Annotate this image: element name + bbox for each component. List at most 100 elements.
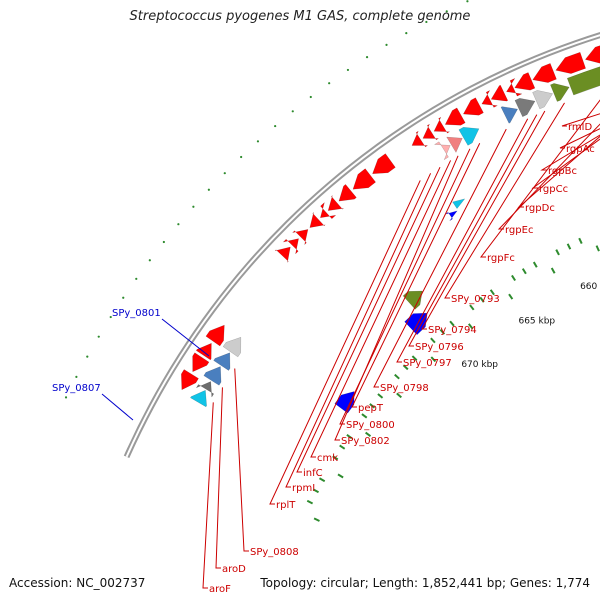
- leader-line: [421, 110, 546, 330]
- leader-line: [269, 180, 421, 505]
- gene-blue-0801: [445, 210, 458, 222]
- cds-red-10: [514, 72, 536, 91]
- accession-text: Accession: NC_002737: [9, 576, 146, 590]
- tick-mark: [555, 249, 560, 256]
- tick-mark: [439, 328, 446, 335]
- gene-label: rgpDc: [525, 203, 555, 214]
- gc-dot: [425, 20, 428, 24]
- tick-mark: [319, 477, 326, 483]
- gene-label: SPy_0800: [346, 420, 395, 431]
- cds-red-17: [422, 123, 440, 141]
- leader-line: [540, 134, 600, 171]
- cds-red-28: [205, 324, 225, 347]
- leader-line-blue: [161, 318, 210, 357]
- gc-dot: [385, 43, 388, 46]
- leader-line: [479, 99, 600, 258]
- leader-line: [285, 173, 432, 488]
- leader-line: [408, 114, 538, 347]
- cds-red-14: [462, 97, 484, 116]
- gc-dot: [328, 82, 331, 85]
- tick-mark: [312, 488, 320, 494]
- tick-mark: [511, 274, 516, 282]
- cds-red-18: [411, 130, 429, 148]
- kbp-tick-label: 660 kbp: [580, 282, 600, 292]
- feature-18: [195, 381, 215, 398]
- leader-line: [396, 118, 529, 363]
- gene-label: SPy_0802: [341, 436, 390, 447]
- gene-label: cmk: [317, 453, 338, 464]
- gc-dot: [207, 188, 210, 191]
- tick-mark: [339, 444, 346, 450]
- gene-label: rgpAc: [566, 144, 595, 155]
- gc-dot: [135, 277, 138, 280]
- tick-mark: [430, 356, 437, 363]
- gc-dot: [148, 259, 151, 262]
- cds-red-26: [282, 238, 299, 255]
- leader-line: [334, 155, 459, 441]
- gene-label: rpmI: [292, 483, 315, 494]
- gene-label: aroF: [209, 584, 231, 595]
- cds-red-23: [320, 201, 337, 220]
- tick-mark: [411, 355, 418, 361]
- feature-19: [190, 389, 207, 408]
- tick-mark: [550, 267, 556, 274]
- tick-mark: [469, 304, 475, 311]
- cds-red-21: [338, 184, 357, 202]
- tick-mark: [365, 431, 372, 437]
- gc-dot: [365, 56, 369, 59]
- feature-14: [433, 141, 451, 161]
- cds-red-9: [532, 63, 557, 83]
- tick-mark: [532, 261, 538, 268]
- gc-dot: [75, 375, 78, 378]
- cds-red-19: [372, 153, 396, 175]
- feature-7: [566, 66, 600, 96]
- feature-11: [500, 106, 518, 124]
- gene-label: rgpBc: [548, 166, 577, 177]
- gene-label: SPy_0794: [428, 325, 477, 336]
- feature-17: [203, 366, 222, 386]
- tick-mark: [430, 337, 436, 344]
- gene-olive-0807a: [402, 290, 423, 310]
- cds-red-15: [444, 107, 466, 126]
- cds-red-8: [555, 51, 586, 74]
- gc-dot: [162, 240, 165, 244]
- genome-summary-text: Topology: circular; Length: 1,852,441 bp…: [260, 576, 590, 590]
- leader-line: [215, 387, 223, 569]
- tick-mark: [313, 517, 320, 522]
- cds-red-16: [433, 116, 451, 134]
- tick-mark: [578, 237, 583, 245]
- tick-mark: [479, 296, 485, 303]
- gene-label-blue: SPy_0801: [112, 308, 161, 319]
- gc-dot: [122, 296, 125, 299]
- tick-mark: [394, 373, 400, 380]
- tick-mark: [508, 293, 514, 300]
- tick-mark: [489, 289, 495, 296]
- gene-label: aroD: [222, 564, 246, 575]
- feature-8: [550, 83, 570, 102]
- gc-dot: [240, 155, 243, 159]
- gc-dot: [405, 32, 408, 35]
- feature-12: [458, 126, 480, 146]
- gene-label: rgpFc: [487, 253, 515, 264]
- cds-red-25: [291, 229, 309, 246]
- gene-label: SPy_0797: [403, 358, 452, 369]
- kbp-tick-label: 665 kbp: [518, 317, 555, 327]
- gc-dot: [291, 110, 294, 113]
- leader-line: [444, 102, 565, 299]
- gc-dot: [274, 124, 277, 128]
- tick-mark: [306, 499, 314, 505]
- tick-mark: [346, 434, 353, 440]
- gene-label: infC: [303, 468, 323, 479]
- leader-line-blue: [101, 393, 134, 421]
- tick-mark: [467, 323, 474, 330]
- leader-line: [234, 368, 249, 552]
- tick-mark: [396, 392, 402, 399]
- cds-red-11: [506, 77, 523, 97]
- gene-label: rmlD: [568, 122, 592, 133]
- gc-dot: [309, 95, 312, 99]
- cds-red-7: [584, 45, 600, 64]
- feature-10: [514, 97, 536, 118]
- cds-red-12: [490, 84, 509, 102]
- cds-red-24: [309, 211, 326, 228]
